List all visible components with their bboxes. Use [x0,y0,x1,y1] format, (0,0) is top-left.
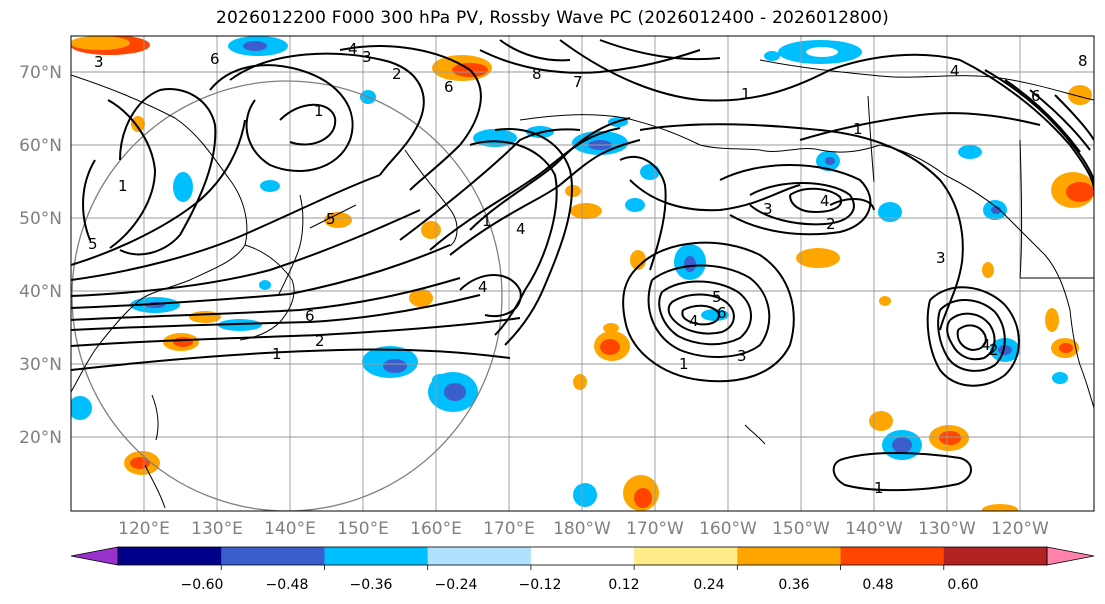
contour-label: 5 [712,288,722,306]
contour-label: 1 [118,177,128,195]
contour-label: 3 [94,53,104,71]
lat-label: 60°N [19,136,62,156]
colorbar-segment [634,547,738,565]
contour-label: 3 [936,249,946,267]
contour-label: 3 [763,200,773,218]
map-frame [70,35,1095,512]
longitude-labels: 120°E 130°E 140°E 150°E 160°E 170°E 180°… [118,519,1049,539]
colorbar-segment [324,547,429,565]
lon-label: 150°E [337,519,389,539]
colorbar-tick-label: 0.36 [778,577,809,593]
lon-label: 130°W [918,519,976,539]
contour-labels: 3 6 4 3 2 1 6 8 7 1 1 4 6 8 1 5 5 1 4 4 … [88,40,1088,497]
contour-label: 4 [348,40,358,58]
colorbar-tick-label: −0.60 [181,577,224,593]
contour-label: 5 [326,210,336,228]
colorbar-tick-label: −0.48 [266,577,309,593]
contour-label: 2 [826,215,836,233]
contour-label: 1 [272,345,282,363]
contour-label: 3 [362,48,372,66]
contour-label: 6 [305,307,315,325]
colorbar-segment [737,547,842,565]
colorbar-tick-label: 0.12 [608,577,639,593]
colorbar-tick-label: 0.60 [947,577,978,593]
colorbar-segment [943,547,1048,565]
lon-label: 170°E [483,519,535,539]
contour-label: 6 [1031,87,1041,105]
lon-label: 160°W [699,519,757,539]
contour-label: 7 [573,73,583,91]
contour-label: 1 [741,85,751,103]
contour-label: 4 [981,336,991,354]
contour-label: 4 [689,312,699,330]
colorbar-tick-label: −0.12 [519,577,562,593]
lon-label: 120°E [118,519,170,539]
colorbar-extend-low [70,546,119,566]
lon-label: 140°E [264,519,316,539]
colorbar-frame [117,546,1048,566]
lat-label: 70°N [19,63,62,83]
lon-label: 170°W [626,519,684,539]
contour-label: 8 [532,65,542,83]
lon-label: 140°W [845,519,903,539]
map-title: 2026012200 F000 300 hPa PV, Rossby Wave … [216,8,889,28]
contour-label: 2 [392,65,402,83]
colorbar-tick-label: 0.24 [693,577,724,593]
contour-label: 1 [314,102,324,120]
lon-label: 120°W [991,519,1049,539]
contour-label: 6 [717,304,727,322]
contour-label: 6 [444,78,454,96]
colorbar-segment [530,547,635,565]
contour-label: 4 [820,192,830,210]
lon-label: 160°E [410,519,462,539]
contour-label: 5 [88,235,98,253]
coastlines [71,59,1094,509]
contour-label: 1 [482,212,492,230]
lat-label: 40°N [19,282,62,302]
contour-label: 6 [210,50,220,68]
colorbar-segment [118,547,222,565]
lat-label: 30°N [19,355,62,375]
contour-label: 4 [478,278,488,296]
colorbar-extend-high [1046,546,1095,566]
contour-label: 1 [853,120,863,138]
pv-contours [71,39,1094,492]
colorbar-tick-labels: −0.60 −0.48 −0.36 −0.24 −0.12 0.12 0.24 … [181,577,979,593]
colorbar-tick-label: 0.48 [862,577,893,593]
contour-label: 2 [989,341,999,359]
contour-label: 1 [874,479,884,497]
contour-label: 2 [315,332,325,350]
contour-label: 8 [1078,52,1088,70]
colorbar-segment [840,547,945,565]
lat-label: 50°N [19,209,62,229]
colorbar-segment [221,547,325,565]
map-gridlines [71,36,1094,511]
lat-label: 20°N [19,428,62,448]
colorbar [70,546,1095,570]
lon-label: 130°E [191,519,243,539]
contour-label: 4 [950,62,960,80]
lon-label: 150°W [772,519,830,539]
latitude-labels: 70°N 60°N 50°N 40°N 30°N 20°N [19,63,62,448]
contour-label: 4 [516,220,526,238]
colorbar-tick-label: −0.24 [435,577,478,593]
contour-label: 1 [679,355,689,373]
colorbar-segment [427,547,532,565]
colorbar-tick-label: −0.36 [350,577,393,593]
contour-label: 3 [737,347,747,365]
lon-label: 180°W [553,519,611,539]
